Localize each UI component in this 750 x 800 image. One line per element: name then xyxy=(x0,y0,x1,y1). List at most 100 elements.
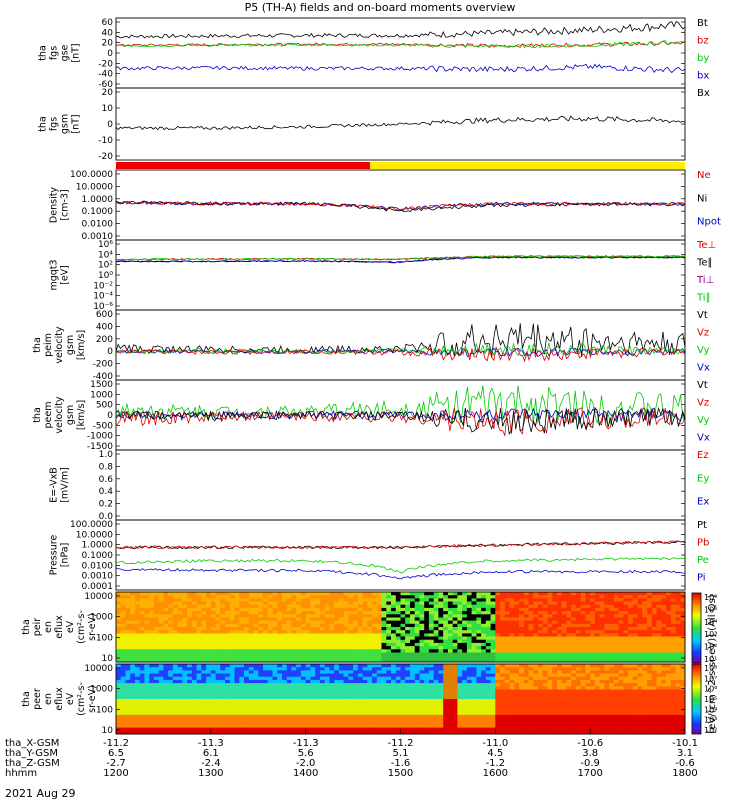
heatmap-cell xyxy=(466,705,472,709)
heatmap-cell xyxy=(220,683,226,687)
heatmap-cell xyxy=(220,592,226,596)
heatmap-cell xyxy=(443,670,449,674)
heatmap-cell xyxy=(286,724,292,729)
heatmap-cell xyxy=(191,721,197,725)
heatmap-cell xyxy=(234,658,240,663)
heatmap-cell xyxy=(144,633,150,637)
heatmap-cell xyxy=(353,598,359,602)
heatmap-cell xyxy=(135,595,141,599)
heatmap-cell xyxy=(443,667,449,671)
heatmap-cell xyxy=(500,727,506,732)
heatmap-cell xyxy=(391,633,397,637)
heatmap-cell xyxy=(381,646,387,650)
heatmap-cell xyxy=(225,664,231,668)
heatmap-cell xyxy=(116,686,122,690)
y-tick-label: 500 xyxy=(96,401,113,411)
heatmap-cell xyxy=(514,699,520,703)
heatmap-cell xyxy=(116,673,122,678)
heatmap-cell xyxy=(258,646,264,650)
heatmap-cell xyxy=(139,711,145,716)
heatmap-cell xyxy=(462,686,468,690)
heatmap-cell xyxy=(519,673,525,678)
heatmap-cell xyxy=(476,623,482,628)
heatmap-cell xyxy=(163,664,169,668)
heatmap-cell xyxy=(263,664,269,668)
heatmap-cell xyxy=(139,604,145,609)
heatmap-cell xyxy=(319,658,325,663)
heatmap-cell xyxy=(447,699,453,703)
heatmap-cell xyxy=(647,601,653,606)
heatmap-cell xyxy=(490,708,496,713)
heatmap-cell xyxy=(623,642,629,647)
heatmap-cell xyxy=(120,655,126,660)
heatmap-cell xyxy=(485,730,491,735)
heatmap-cell xyxy=(428,721,434,725)
heatmap-cell xyxy=(623,646,629,650)
heatmap-cell xyxy=(296,592,302,596)
heatmap-cell xyxy=(135,670,141,674)
heatmap-cell xyxy=(552,595,558,599)
heatmap-cell xyxy=(168,724,174,729)
heatmap-cell xyxy=(168,718,174,722)
heatmap-cell xyxy=(395,652,401,657)
heatmap-cell xyxy=(168,658,174,663)
heatmap-cell xyxy=(490,636,496,641)
heatmap-cell xyxy=(566,636,572,641)
heatmap-cell xyxy=(282,673,288,678)
heatmap-cell xyxy=(471,705,477,709)
heatmap-cell xyxy=(433,718,439,722)
heatmap-cell xyxy=(428,702,434,706)
heatmap-cell xyxy=(139,702,145,706)
heatmap-cell xyxy=(239,721,245,725)
heatmap-cell xyxy=(300,676,306,681)
heatmap-cell xyxy=(163,676,169,681)
heatmap-cell xyxy=(177,652,183,657)
heatmap-cell xyxy=(343,627,349,631)
heatmap-cell xyxy=(305,595,311,599)
heatmap-cell xyxy=(447,623,453,628)
heatmap-cell xyxy=(590,627,596,631)
heatmap-cell xyxy=(666,592,672,596)
heatmap-cell xyxy=(334,642,340,647)
heatmap-cell xyxy=(433,727,439,732)
heatmap-cell xyxy=(329,721,335,725)
heatmap-cell xyxy=(675,601,681,606)
heatmap-cell xyxy=(229,676,235,681)
heatmap-cell xyxy=(220,699,226,703)
heatmap-cell xyxy=(391,611,397,615)
heatmap-cell xyxy=(125,727,131,732)
heatmap-cell xyxy=(163,673,169,678)
heatmap-cell xyxy=(263,673,269,678)
heatmap-cell xyxy=(324,695,330,700)
heatmap-cell xyxy=(457,708,463,713)
heatmap-cell xyxy=(428,658,434,663)
heatmap-cell xyxy=(381,642,387,647)
heatmap-cell xyxy=(210,601,216,606)
heatmap-cell xyxy=(452,652,458,657)
heatmap-cell xyxy=(438,598,444,602)
heatmap-cell xyxy=(623,627,629,631)
heatmap-cell xyxy=(514,627,520,631)
heatmap-cell xyxy=(258,711,264,716)
heatmap-cell xyxy=(523,689,529,694)
heatmap-cell xyxy=(234,702,240,706)
heatmap-cell xyxy=(144,652,150,657)
heatmap-cell xyxy=(135,620,141,625)
heatmap-cell xyxy=(500,676,506,681)
heatmap-cell xyxy=(447,683,453,687)
heatmap-cell xyxy=(229,692,235,697)
heatmap-cell xyxy=(666,636,672,641)
heatmap-cell xyxy=(362,718,368,722)
heatmap-cell xyxy=(116,620,122,625)
heatmap-cell xyxy=(547,724,553,729)
heatmap-cell xyxy=(196,679,202,684)
heatmap-cell xyxy=(557,705,563,709)
heatmap-cell xyxy=(395,699,401,703)
series-Vy xyxy=(115,407,686,437)
heatmap-cell xyxy=(514,730,520,735)
heatmap-cell xyxy=(428,601,434,606)
heatmap-cell xyxy=(400,658,406,663)
heatmap-cell xyxy=(438,692,444,697)
heatmap-cell xyxy=(443,724,449,729)
heatmap-cell xyxy=(343,630,349,634)
